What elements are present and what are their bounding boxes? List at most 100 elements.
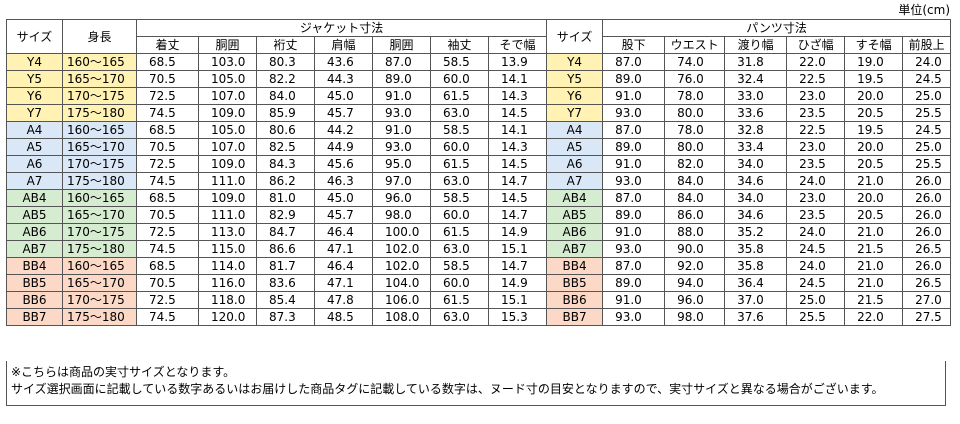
pants-value-cell: 91.0 bbox=[602, 155, 666, 173]
pants-size-cell: AB7 bbox=[546, 240, 604, 258]
header-pants-col: ウエスト bbox=[664, 36, 726, 54]
jacket-value-cell: 106.0 bbox=[372, 291, 431, 309]
pants-value-cell: 91.0 bbox=[602, 223, 666, 241]
jacket-value-cell: 14.1 bbox=[487, 121, 548, 139]
pants-value-cell: 76.0 bbox=[664, 70, 726, 88]
pants-value-cell: 80.0 bbox=[664, 104, 726, 122]
table-row: A7 175～180 74.5 111.0 86.2 46.3 97.0 63.0 14.7 A7… bbox=[6, 172, 952, 190]
pants-value-cell: 74.0 bbox=[664, 53, 726, 71]
jacket-value-cell: 14.7 bbox=[487, 257, 548, 275]
jacket-value-cell: 63.0 bbox=[430, 172, 489, 190]
pants-value-cell: 37.6 bbox=[724, 308, 788, 326]
jacket-value-cell: 109.0 bbox=[198, 104, 257, 122]
jacket-value-cell: 46.4 bbox=[314, 223, 373, 241]
pants-value-cell: 89.0 bbox=[602, 138, 666, 156]
jacket-value-cell: 107.0 bbox=[198, 87, 257, 105]
height-cell: 160～165 bbox=[62, 189, 137, 207]
pants-size-cell: Y7 bbox=[546, 104, 604, 122]
jacket-value-cell: 95.0 bbox=[372, 155, 431, 173]
pants-value-cell: 91.0 bbox=[602, 87, 666, 105]
pants-value-cell: 93.0 bbox=[602, 240, 666, 258]
pants-value-cell: 24.0 bbox=[786, 257, 846, 275]
pants-value-cell: 26.0 bbox=[902, 189, 952, 207]
pants-value-cell: 26.0 bbox=[902, 172, 952, 190]
pants-value-cell: 23.5 bbox=[786, 104, 846, 122]
jacket-value-cell: 74.5 bbox=[136, 172, 199, 190]
jacket-value-cell: 58.5 bbox=[430, 121, 489, 139]
jacket-value-cell: 83.6 bbox=[256, 274, 315, 292]
header-jacket-col: 肩幅 bbox=[314, 36, 373, 54]
unit-label: 単位(cm) bbox=[898, 3, 950, 17]
height-cell: 160～165 bbox=[62, 53, 137, 71]
size-cell: BB7 bbox=[6, 308, 63, 326]
pants-size-cell: AB5 bbox=[546, 206, 604, 224]
pants-value-cell: 26.5 bbox=[902, 240, 952, 258]
jacket-value-cell: 14.9 bbox=[487, 274, 548, 292]
jacket-value-cell: 91.0 bbox=[372, 87, 431, 105]
pants-value-cell: 92.0 bbox=[664, 257, 726, 275]
pants-value-cell: 25.0 bbox=[902, 138, 952, 156]
jacket-value-cell: 74.5 bbox=[136, 240, 199, 258]
pants-value-cell: 20.5 bbox=[844, 155, 904, 173]
height-cell: 175～180 bbox=[62, 240, 137, 258]
size-cell: A5 bbox=[6, 138, 63, 156]
pants-value-cell: 22.0 bbox=[786, 53, 846, 71]
pants-value-cell: 84.0 bbox=[664, 172, 726, 190]
pants-size-cell: BB7 bbox=[546, 308, 604, 326]
jacket-value-cell: 58.5 bbox=[430, 257, 489, 275]
height-cell: 170～175 bbox=[62, 155, 137, 173]
pants-value-cell: 23.5 bbox=[786, 155, 846, 173]
jacket-value-cell: 72.5 bbox=[136, 155, 199, 173]
pants-value-cell: 20.5 bbox=[844, 206, 904, 224]
jacket-value-cell: 61.5 bbox=[430, 291, 489, 309]
pants-value-cell: 31.8 bbox=[724, 53, 788, 71]
jacket-value-cell: 81.0 bbox=[256, 189, 315, 207]
header-jacket-col: 裄丈 bbox=[256, 36, 315, 54]
pants-value-cell: 93.0 bbox=[602, 172, 666, 190]
notes-box: ※こちらは商品の実寸サイズとなります。 サイズ選択画面に記載している数字あるいは… bbox=[6, 361, 946, 406]
header-jacket-col: 着丈 bbox=[136, 36, 199, 54]
pants-size-cell: Y6 bbox=[546, 87, 604, 105]
pants-value-cell: 25.5 bbox=[902, 104, 952, 122]
jacket-value-cell: 85.4 bbox=[256, 291, 315, 309]
pants-value-cell: 20.0 bbox=[844, 189, 904, 207]
jacket-value-cell: 96.0 bbox=[372, 189, 431, 207]
pants-size-cell: A6 bbox=[546, 155, 604, 173]
header-pants-group: パンツ寸法 bbox=[602, 19, 952, 37]
height-cell: 175～180 bbox=[62, 308, 137, 326]
jacket-value-cell: 68.5 bbox=[136, 257, 199, 275]
height-cell: 170～175 bbox=[62, 87, 137, 105]
pants-size-cell: Y4 bbox=[546, 53, 604, 71]
jacket-value-cell: 98.0 bbox=[372, 206, 431, 224]
jacket-value-cell: 63.0 bbox=[430, 308, 489, 326]
height-cell: 165～170 bbox=[62, 138, 137, 156]
pants-value-cell: 32.8 bbox=[724, 121, 788, 139]
jacket-value-cell: 87.3 bbox=[256, 308, 315, 326]
pants-value-cell: 21.0 bbox=[844, 257, 904, 275]
pants-value-cell: 25.5 bbox=[902, 155, 952, 173]
size-cell: Y4 bbox=[6, 53, 63, 71]
jacket-value-cell: 60.0 bbox=[430, 274, 489, 292]
jacket-value-cell: 46.4 bbox=[314, 257, 373, 275]
pants-value-cell: 22.5 bbox=[786, 121, 846, 139]
pants-value-cell: 21.5 bbox=[844, 240, 904, 258]
height-cell: 165～170 bbox=[62, 206, 137, 224]
pants-value-cell: 34.6 bbox=[724, 172, 788, 190]
size-cell: Y7 bbox=[6, 104, 63, 122]
size-cell: BB4 bbox=[6, 257, 63, 275]
pants-value-cell: 93.0 bbox=[602, 308, 666, 326]
size-cell: A6 bbox=[6, 155, 63, 173]
pants-value-cell: 33.6 bbox=[724, 104, 788, 122]
jacket-value-cell: 14.1 bbox=[487, 70, 548, 88]
pants-value-cell: 21.5 bbox=[844, 291, 904, 309]
jacket-value-cell: 118.0 bbox=[198, 291, 257, 309]
pants-value-cell: 24.5 bbox=[902, 70, 952, 88]
size-cell: AB7 bbox=[6, 240, 63, 258]
pants-value-cell: 88.0 bbox=[664, 223, 726, 241]
jacket-value-cell: 72.5 bbox=[136, 87, 199, 105]
pants-value-cell: 35.8 bbox=[724, 257, 788, 275]
jacket-value-cell: 70.5 bbox=[136, 274, 199, 292]
size-cell: Y5 bbox=[6, 70, 63, 88]
header-height: 身長 bbox=[62, 19, 137, 54]
jacket-value-cell: 104.0 bbox=[372, 274, 431, 292]
